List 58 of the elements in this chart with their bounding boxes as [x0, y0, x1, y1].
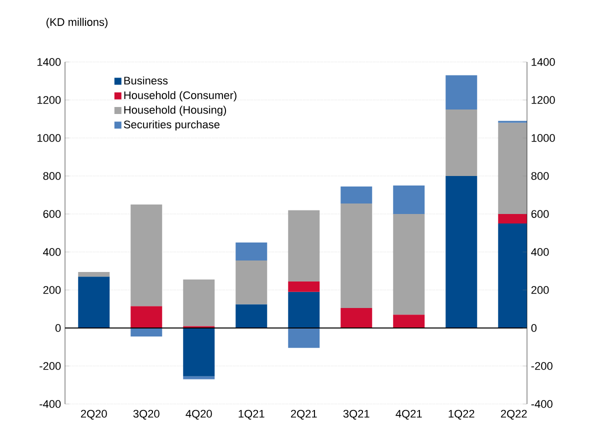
y-tick-label: 400 [43, 248, 61, 256]
y-tick-label: 200 [43, 286, 61, 294]
legend-label: Business [124, 76, 168, 85]
bar [393, 314, 425, 328]
bar [393, 214, 425, 315]
bar [236, 304, 268, 328]
bar [78, 276, 110, 328]
bar [130, 204, 162, 306]
y-axis-title: (KD millions) [46, 18, 108, 28]
x-tick-label: 2Q22 [500, 410, 527, 420]
legend-label: Household (Consumer) [124, 91, 236, 102]
y-tick-label: 0 [55, 324, 61, 332]
bar [340, 204, 372, 308]
x-tick-label: 2Q21 [290, 410, 317, 420]
bar [446, 109, 478, 176]
y2-tick-label: 800 [531, 172, 549, 180]
y2-tick-label: 200 [531, 286, 549, 294]
bar [288, 328, 320, 348]
bar [130, 306, 162, 328]
y2-tick-label: -200 [531, 362, 552, 370]
bar [288, 292, 320, 328]
x-tick-label: 4Q20 [186, 410, 212, 420]
bar [236, 242, 268, 261]
y2-tick-label: 1000 [532, 134, 555, 142]
x-tick-label: 3Q21 [343, 410, 370, 420]
x-tick-label: 1Q22 [448, 410, 474, 420]
x-tick-label: 4Q21 [396, 410, 422, 420]
bar [78, 272, 110, 277]
bar [446, 75, 478, 110]
bar [288, 281, 320, 292]
y-tick-label: -200 [40, 362, 61, 370]
bar [288, 210, 320, 282]
x-tick-label: 2Q20 [80, 410, 107, 420]
y2-tick-label: 400 [531, 248, 549, 256]
y-tick-label: 1400 [38, 58, 61, 66]
bar [183, 280, 215, 326]
legend-label: Household (Housing) [124, 106, 226, 116]
bar [446, 176, 478, 328]
bar [236, 260, 268, 304]
x-tick-label: 1Q21 [238, 410, 264, 420]
bar [340, 308, 372, 328]
y2-tick-label: 600 [531, 210, 549, 218]
bar [393, 185, 425, 214]
y2-tick-label: 0 [531, 324, 537, 332]
y-tick-label: 1200 [38, 96, 61, 104]
bar [130, 328, 162, 337]
y2-tick-label: 1400 [532, 58, 555, 66]
y-tick-label: 600 [43, 210, 61, 218]
x-tick-label: 3Q20 [133, 410, 160, 420]
bar [183, 328, 215, 376]
y-tick-label: -400 [40, 400, 61, 408]
legend-label: Securities purchase [124, 120, 220, 131]
bar [340, 186, 372, 204]
y2-tick-label: -400 [531, 400, 552, 408]
y-tick-label: 800 [43, 172, 61, 180]
bar [183, 376, 215, 380]
y-tick-label: 1000 [38, 134, 61, 142]
y2-tick-label: 1200 [532, 96, 555, 104]
